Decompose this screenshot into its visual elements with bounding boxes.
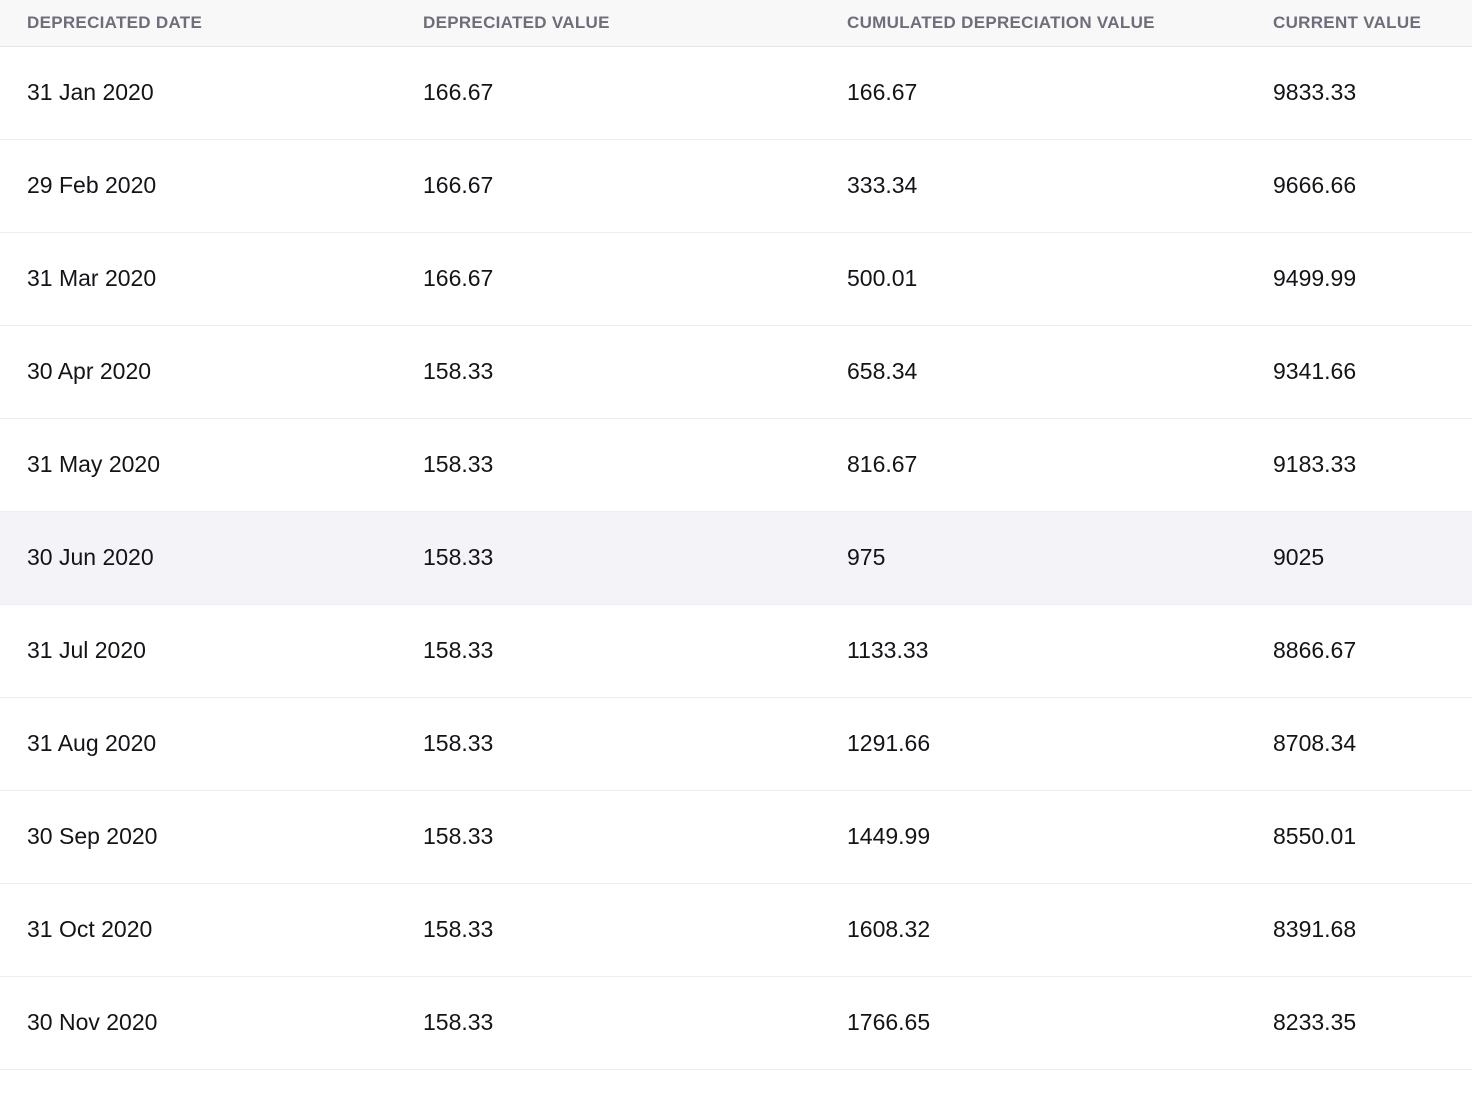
depreciated-value-cell: 158.33: [423, 697, 847, 791]
cumulated-depreciation-value-cell: 816.67: [847, 418, 1273, 512]
depreciated-date-cell: 31 Mar 2020: [0, 232, 423, 326]
current-value-cell: 9666.66: [1273, 139, 1472, 233]
depreciated-date-cell: 29 Feb 2020: [0, 139, 423, 233]
current-value-cell: 9833.33: [1273, 46, 1472, 140]
depreciated-value-cell: 158.33: [423, 511, 847, 605]
table-row[interactable]: 29 Feb 2020 166.67 333.34 9666.66: [0, 139, 1472, 233]
current-value-cell: 8550.01: [1273, 790, 1472, 884]
cumulated-depreciation-value-cell: 333.34: [847, 139, 1273, 233]
depreciated-date-cell: 31 May 2020: [0, 418, 423, 512]
depreciated-value-cell: 158.33: [423, 883, 847, 977]
table-row-highlighted[interactable]: 30 Jun 2020 158.33 975 9025: [0, 511, 1472, 605]
table-row[interactable]: 31 Jan 2020 166.67 166.67 9833.33: [0, 46, 1472, 140]
depreciated-value-cell: 158.33: [423, 976, 847, 1070]
current-value-cell: 8708.34: [1273, 697, 1472, 791]
current-value-cell: 9025: [1273, 511, 1472, 605]
depreciated-date-cell: 31 Jul 2020: [0, 604, 423, 698]
column-header-current-value: CURRENT VALUE: [1273, 0, 1472, 47]
table-row[interactable]: 31 Aug 2020 158.33 1291.66 8708.34: [0, 697, 1472, 791]
current-value-cell: 8866.67: [1273, 604, 1472, 698]
cumulated-depreciation-value-cell: 658.34: [847, 325, 1273, 419]
depreciation-table: DEPRECIATED DATE DEPRECIATED VALUE CUMUL…: [0, 0, 1472, 1070]
current-value-cell: 9499.99: [1273, 232, 1472, 326]
table-row[interactable]: 30 Sep 2020 158.33 1449.99 8550.01: [0, 790, 1472, 884]
table-row[interactable]: 31 Jul 2020 158.33 1133.33 8866.67: [0, 604, 1472, 698]
depreciated-value-cell: 158.33: [423, 790, 847, 884]
table-row[interactable]: 31 Mar 2020 166.67 500.01 9499.99: [0, 232, 1472, 326]
depreciated-value-cell: 158.33: [423, 325, 847, 419]
depreciated-value-cell: 166.67: [423, 232, 847, 326]
depreciated-date-cell: 30 Apr 2020: [0, 325, 423, 419]
cumulated-depreciation-value-cell: 975: [847, 511, 1273, 605]
cumulated-depreciation-value-cell: 166.67: [847, 46, 1273, 140]
depreciated-date-cell: 31 Aug 2020: [0, 697, 423, 791]
cumulated-depreciation-value-cell: 1291.66: [847, 697, 1273, 791]
depreciated-date-cell: 30 Nov 2020: [0, 976, 423, 1070]
table-row[interactable]: 30 Apr 2020 158.33 658.34 9341.66: [0, 325, 1472, 419]
cumulated-depreciation-value-cell: 1766.65: [847, 976, 1273, 1070]
table-header-row: DEPRECIATED DATE DEPRECIATED VALUE CUMUL…: [0, 0, 1472, 47]
depreciated-date-cell: 30 Sep 2020: [0, 790, 423, 884]
cumulated-depreciation-value-cell: 500.01: [847, 232, 1273, 326]
table-row[interactable]: 31 May 2020 158.33 816.67 9183.33: [0, 418, 1472, 512]
depreciated-value-cell: 166.67: [423, 46, 847, 140]
column-header-depreciated-date: DEPRECIATED DATE: [0, 0, 423, 47]
cumulated-depreciation-value-cell: 1133.33: [847, 604, 1273, 698]
table-row[interactable]: 31 Oct 2020 158.33 1608.32 8391.68: [0, 883, 1472, 977]
depreciated-value-cell: 158.33: [423, 418, 847, 512]
cumulated-depreciation-value-cell: 1449.99: [847, 790, 1273, 884]
column-header-depreciated-value: DEPRECIATED VALUE: [423, 0, 847, 47]
depreciated-value-cell: 166.67: [423, 139, 847, 233]
current-value-cell: 9183.33: [1273, 418, 1472, 512]
cumulated-depreciation-value-cell: 1608.32: [847, 883, 1273, 977]
current-value-cell: 8233.35: [1273, 976, 1472, 1070]
depreciated-date-cell: 31 Oct 2020: [0, 883, 423, 977]
depreciated-date-cell: 30 Jun 2020: [0, 511, 423, 605]
table-row[interactable]: 30 Nov 2020 158.33 1766.65 8233.35: [0, 976, 1472, 1070]
current-value-cell: 9341.66: [1273, 325, 1472, 419]
depreciated-value-cell: 158.33: [423, 604, 847, 698]
column-header-cumulated-depreciation-value: CUMULATED DEPRECIATION VALUE: [847, 0, 1273, 47]
depreciated-date-cell: 31 Jan 2020: [0, 46, 423, 140]
current-value-cell: 8391.68: [1273, 883, 1472, 977]
